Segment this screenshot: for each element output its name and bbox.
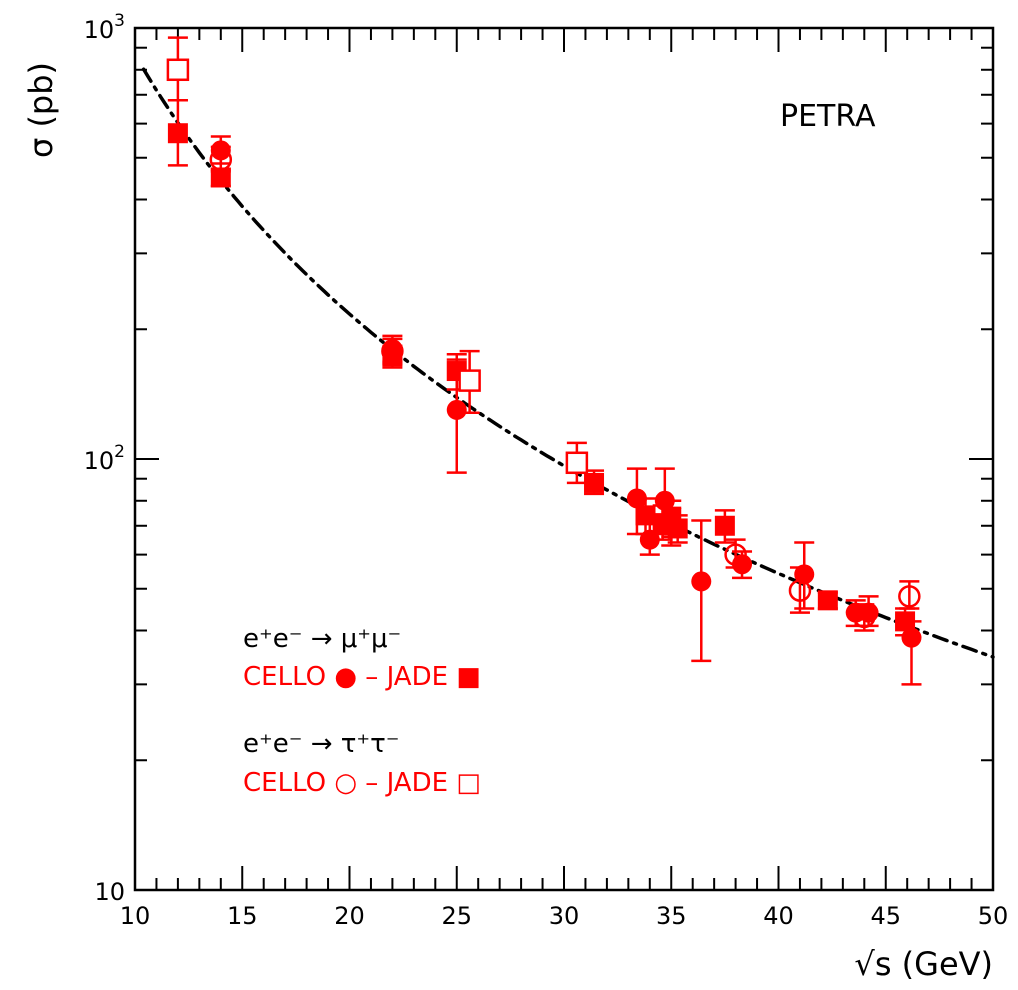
plot-title: PETRA bbox=[780, 99, 876, 134]
legend-reaction-mu: e⁺e⁻ → μ⁺μ⁻ bbox=[243, 624, 401, 654]
x-tick-label: 25 bbox=[441, 902, 472, 930]
theory-curve bbox=[141, 67, 995, 659]
legend-reaction-tau: e⁺e⁻ → τ⁺τ⁻ bbox=[243, 729, 400, 759]
jade-tau-point bbox=[458, 369, 481, 392]
jade-mu-point bbox=[584, 472, 605, 493]
x-axis-title: √s (GeV) bbox=[854, 945, 993, 983]
y-tick-label: 102 bbox=[84, 442, 125, 475]
jade-mu-point bbox=[895, 611, 916, 632]
cello-tau-point bbox=[853, 605, 876, 629]
jade-tau-point bbox=[565, 451, 589, 475]
cello-mu-point bbox=[732, 554, 753, 575]
cello-tau-point bbox=[898, 585, 921, 608]
cello-mu-point bbox=[858, 602, 879, 623]
cello-mu-point bbox=[691, 571, 712, 592]
y-tick-label: 10 bbox=[94, 878, 125, 906]
x-tick-label: 10 bbox=[120, 902, 151, 930]
x-tick-label: 35 bbox=[656, 902, 687, 930]
jade-mu-point bbox=[667, 518, 688, 539]
cello-tau-point bbox=[788, 579, 812, 602]
x-tick-label: 50 bbox=[978, 902, 1009, 930]
legend-label-mu: CELLO ● – JADE ■ bbox=[243, 662, 481, 692]
legend-label-tau: CELLO ○ – JADE □ bbox=[243, 768, 481, 798]
cello-tau-point bbox=[381, 339, 404, 363]
cello-tau-point bbox=[209, 148, 233, 171]
axes bbox=[133, 26, 995, 892]
plot-frame bbox=[133, 26, 995, 892]
legend: e⁺e⁻ → μ⁺μ⁻ CELLO ● – JADE ■ e⁺e⁻ → τ⁺τ⁻… bbox=[243, 624, 481, 798]
x-tick-label: 30 bbox=[549, 902, 580, 930]
x-tick-label: 40 bbox=[763, 902, 794, 930]
jade-mu-point bbox=[817, 590, 838, 611]
cello-mu-point bbox=[446, 399, 467, 420]
cello-tau-point bbox=[724, 543, 747, 566]
cello-mu-point bbox=[901, 627, 922, 648]
y-tick-label: 103 bbox=[84, 11, 125, 44]
x-tick-label: 15 bbox=[227, 902, 258, 930]
x-tick-label: 20 bbox=[334, 902, 365, 930]
jade-mu-point bbox=[635, 505, 656, 526]
y-axis-title: σ (pb) bbox=[22, 62, 60, 158]
data-points bbox=[166, 36, 922, 686]
jade-mu-point bbox=[714, 515, 735, 536]
jade-mu-point bbox=[167, 123, 188, 144]
tick-labels: 10 15 20 25 30 35 40 45 50 10 102 103 bbox=[84, 11, 1009, 930]
ticks bbox=[134, 27, 994, 891]
qed-curve bbox=[141, 67, 995, 659]
x-tick-label: 45 bbox=[870, 902, 901, 930]
jade-tau-point bbox=[166, 58, 190, 82]
